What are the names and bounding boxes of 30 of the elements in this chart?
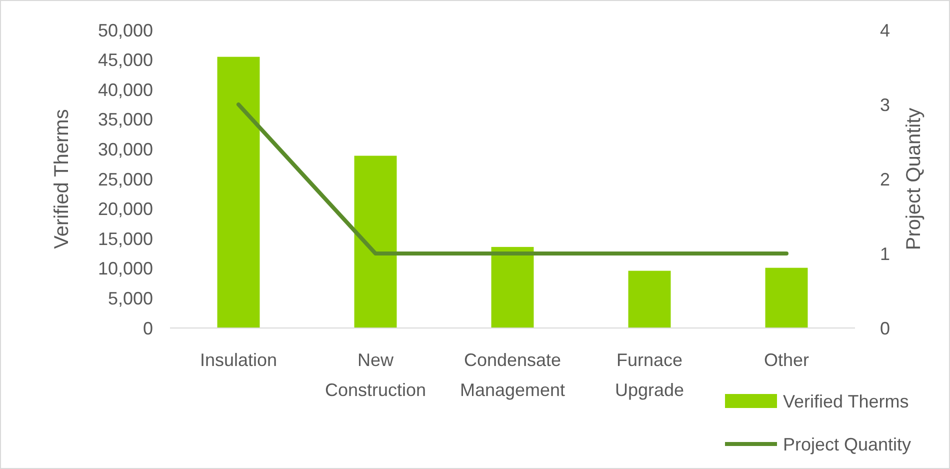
- legend-label: Project Quantity: [783, 434, 912, 454]
- y2-tick-label: 3: [880, 94, 890, 115]
- x-tick-label: New Construction: [324, 350, 426, 400]
- y-tick-label: 0: [142, 318, 153, 338]
- y-tick-label: 15,000: [98, 228, 153, 249]
- bar: [354, 156, 397, 328]
- y-tick-label: 30,000: [98, 140, 153, 160]
- y2-tick-label: 1: [880, 244, 890, 264]
- bar: [765, 268, 808, 328]
- y-tick-label: 25,000: [98, 169, 153, 190]
- y-tick-label: 10,000: [98, 258, 153, 279]
- x-tick-label: Condensate Management: [460, 350, 566, 400]
- legend-label: Verified Therms: [783, 391, 909, 412]
- y2-axis-title: Project Quantity: [903, 108, 925, 250]
- x-tick-label: Furnace Upgrade: [614, 350, 684, 400]
- y2-tick-label: 4: [880, 20, 890, 40]
- y-tick-label: 45,000: [98, 50, 153, 70]
- y-tick-label: 40,000: [98, 80, 153, 100]
- x-tick-label: Insulation: [200, 350, 278, 370]
- bar: [491, 246, 534, 328]
- bar: [628, 270, 671, 328]
- y-axis-title: Verified Therms: [51, 109, 73, 249]
- y-tick-label: 20,000: [98, 199, 153, 220]
- x-tick-label: Other: [764, 350, 810, 370]
- bar: [217, 56, 260, 328]
- y-tick-label: 50,000: [98, 20, 153, 40]
- y2-tick-label: 2: [880, 169, 890, 190]
- y2-tick-label: 0: [880, 318, 890, 338]
- y-tick-label: 5,000: [108, 288, 153, 308]
- y-tick-label: 35,000: [98, 110, 153, 130]
